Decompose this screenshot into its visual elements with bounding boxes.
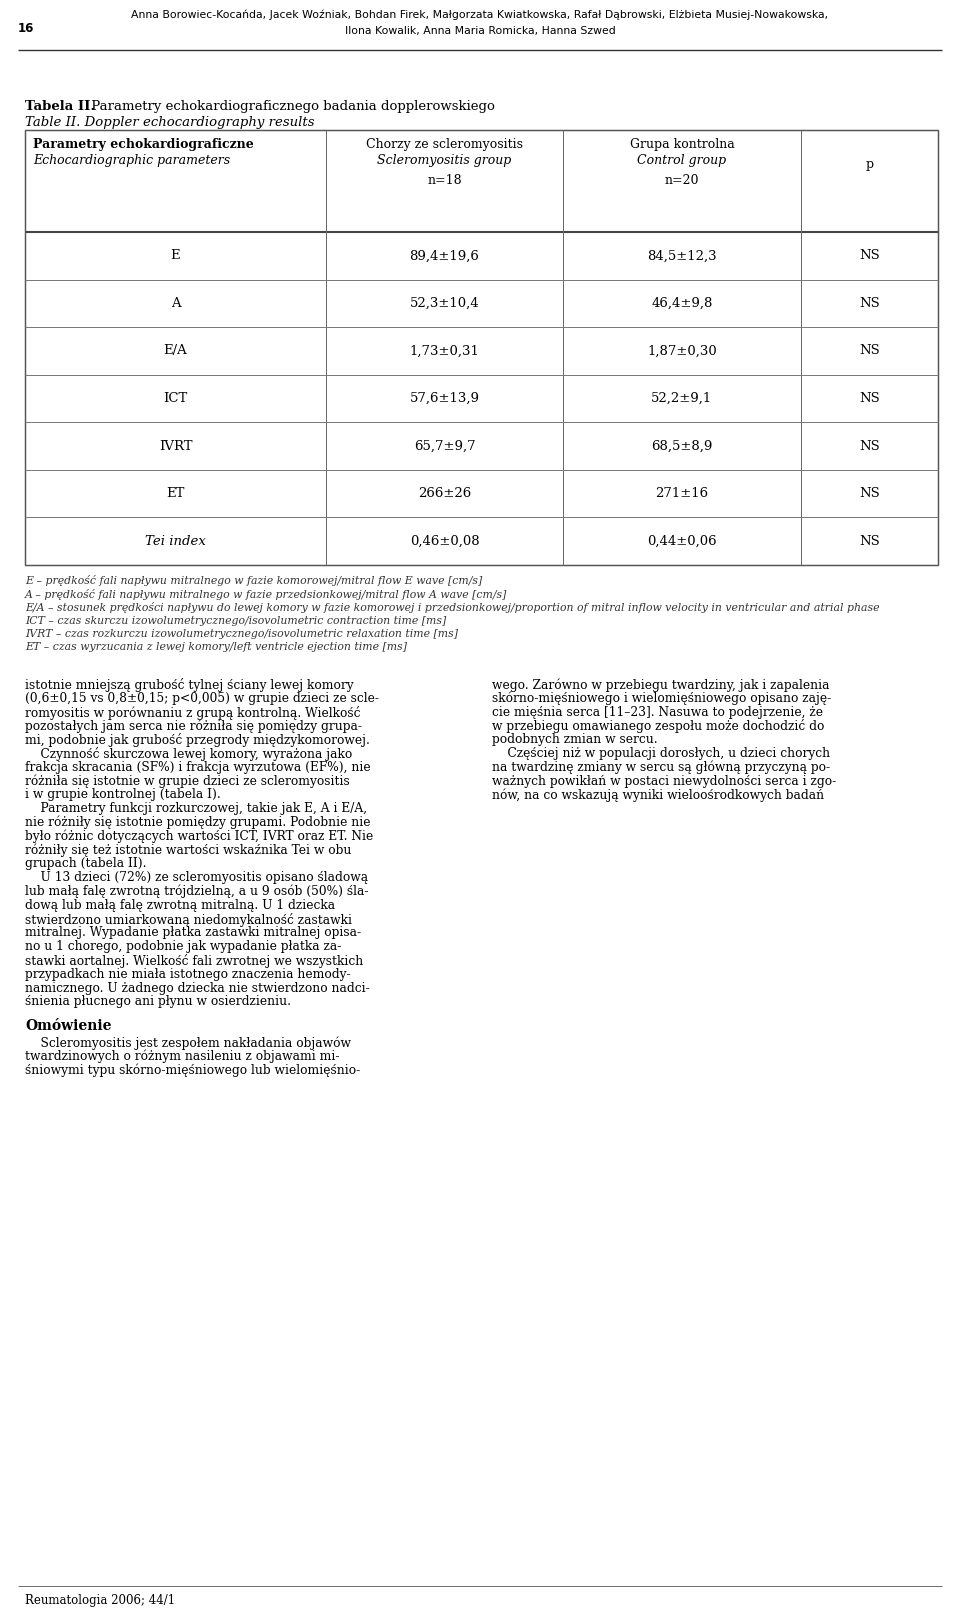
Text: nie różniły się istotnie pomiędzy grupami. Podobnie nie: nie różniły się istotnie pomiędzy grupam… [25, 816, 371, 829]
Text: namicznego. U żadnego dziecka nie stwierdzono nadci-: namicznego. U żadnego dziecka nie stwier… [25, 982, 370, 995]
Text: Tei index: Tei index [145, 536, 206, 548]
Text: Chorzy ze scleromyositis: Chorzy ze scleromyositis [366, 139, 523, 152]
Text: nów, na co wskazują wyniki wieloośrodkowych badań: nów, na co wskazują wyniki wieloośrodkow… [492, 789, 824, 802]
Text: 271±16: 271±16 [656, 487, 708, 500]
Text: Grupa kontrolna: Grupa kontrolna [630, 139, 734, 152]
Text: ET – czas wyrzucania z lewej komory/left ventricle ejection time [ms]: ET – czas wyrzucania z lewej komory/left… [25, 642, 407, 653]
Text: i w grupie kontrolnej (tabela I).: i w grupie kontrolnej (tabela I). [25, 789, 221, 802]
Text: Parametry echokardiograficzne: Parametry echokardiograficzne [33, 139, 253, 152]
Text: frakcja skracania (SF%) i frakcja wyrzutowa (EF%), nie: frakcja skracania (SF%) i frakcja wyrzut… [25, 761, 371, 774]
Text: Czynność skurczowa lewej komory, wyrażona jako: Czynność skurczowa lewej komory, wyrażon… [25, 747, 352, 761]
Text: cie mięśnia serca [11–23]. Nasuwa to podejrzenie, że: cie mięśnia serca [11–23]. Nasuwa to pod… [492, 705, 823, 719]
Text: 84,5±12,3: 84,5±12,3 [647, 250, 717, 263]
Text: Tabela II.: Tabela II. [25, 100, 95, 113]
Text: Ilona Kowalik, Anna Maria Romicka, Hanna Szwed: Ilona Kowalik, Anna Maria Romicka, Hanna… [345, 26, 615, 35]
Text: NS: NS [859, 392, 880, 405]
Text: 266±26: 266±26 [418, 487, 471, 500]
Text: śniowymi typu skórno-mięśniowego lub wielomięśnio-: śniowymi typu skórno-mięśniowego lub wie… [25, 1065, 360, 1077]
Text: E/A: E/A [163, 345, 187, 358]
Text: skórno-mięśniowego i wielomięśniowego opisano zaję-: skórno-mięśniowego i wielomięśniowego op… [492, 692, 831, 705]
Text: w przebiegu omawianego zespołu może dochodzić do: w przebiegu omawianego zespołu może doch… [492, 719, 825, 734]
Text: U 13 dzieci (72%) ze scleromyositis opisano śladową: U 13 dzieci (72%) ze scleromyositis opis… [25, 871, 368, 884]
Text: 68,5±8,9: 68,5±8,9 [651, 440, 712, 453]
Text: 1,87±0,30: 1,87±0,30 [647, 345, 717, 358]
Text: Częściej niż w populacji dorosłych, u dzieci chorych: Częściej niż w populacji dorosłych, u dz… [492, 747, 830, 760]
Text: dową lub małą falę zwrotną mitralną. U 1 dziecka: dową lub małą falę zwrotną mitralną. U 1… [25, 898, 335, 911]
Text: pozostałych jam serca nie różniła się pomiędzy grupa-: pozostałych jam serca nie różniła się po… [25, 719, 362, 732]
Text: NS: NS [859, 250, 880, 263]
Text: E: E [171, 250, 180, 263]
Text: Table II. Doppler echocardiography results: Table II. Doppler echocardiography resul… [25, 116, 315, 129]
Text: 0,44±0,06: 0,44±0,06 [647, 536, 717, 548]
Text: 0,46±0,08: 0,46±0,08 [410, 536, 479, 548]
Text: ICT – czas skurczu izowolumetrycznego/isovolumetric contraction time [ms]: ICT – czas skurczu izowolumetrycznego/is… [25, 616, 446, 626]
Text: Echocardiographic parameters: Echocardiographic parameters [33, 153, 230, 168]
Text: Reumatologia 2006; 44/1: Reumatologia 2006; 44/1 [25, 1594, 175, 1607]
Text: ważnych powikłań w postaci niewydolności serca i zgo-: ważnych powikłań w postaci niewydolności… [492, 774, 836, 787]
Text: (0,6±0,15 vs 0,8±0,15; p<0,005) w grupie dzieci ze scle-: (0,6±0,15 vs 0,8±0,15; p<0,005) w grupie… [25, 692, 379, 705]
Text: ICT: ICT [163, 392, 187, 405]
Text: twardzinowych o różnym nasileniu z objawami mi-: twardzinowych o różnym nasileniu z objaw… [25, 1050, 340, 1063]
Text: E – prędkość fali napływu mitralnego w fazie komorowej/mitral flow E wave [cm/s]: E – prędkość fali napływu mitralnego w f… [25, 574, 482, 586]
Text: stwierdzono umiarkowaną niedomykalność zastawki: stwierdzono umiarkowaną niedomykalność z… [25, 913, 352, 926]
Text: NS: NS [859, 536, 880, 548]
Text: Parametry echokardiograficznego badania dopplerowskiego: Parametry echokardiograficznego badania … [87, 100, 494, 113]
Text: 65,7±9,7: 65,7±9,7 [414, 440, 475, 453]
Text: przypadkach nie miała istotnego znaczenia hemody-: przypadkach nie miała istotnego znaczeni… [25, 968, 350, 981]
Text: no u 1 chorego, podobnie jak wypadanie płatka za-: no u 1 chorego, podobnie jak wypadanie p… [25, 940, 342, 953]
Text: mi, podobnie jak grubość przegrody międzykomorowej.: mi, podobnie jak grubość przegrody międz… [25, 734, 370, 747]
Text: A: A [171, 297, 180, 310]
Text: ET: ET [166, 487, 184, 500]
Text: Scleromyositis group: Scleromyositis group [377, 153, 512, 168]
Text: A – prędkość fali napływu mitralnego w fazie przedsionkowej/mitral flow A wave [: A – prędkość fali napływu mitralnego w f… [25, 589, 508, 600]
Text: Control group: Control group [637, 153, 727, 168]
Text: 52,3±10,4: 52,3±10,4 [410, 297, 479, 310]
Text: NS: NS [859, 487, 880, 500]
Text: było różnic dotyczących wartości ICT, IVRT oraz ET. Nie: było różnic dotyczących wartości ICT, IV… [25, 829, 373, 844]
Text: 16: 16 [18, 23, 35, 35]
Text: podobnych zmian w sercu.: podobnych zmian w sercu. [492, 734, 658, 747]
Text: NS: NS [859, 440, 880, 453]
Text: różniła się istotnie w grupie dzieci ze scleromyositis: różniła się istotnie w grupie dzieci ze … [25, 774, 349, 789]
Text: mitralnej. Wypadanie płatka zastawki mitralnej opisa-: mitralnej. Wypadanie płatka zastawki mit… [25, 926, 361, 939]
Text: n=20: n=20 [664, 174, 699, 187]
Text: wego. Zarówno w przebiegu twardziny, jak i zapalenia: wego. Zarówno w przebiegu twardziny, jak… [492, 677, 829, 692]
Text: IVRT – czas rozkurczu izowolumetrycznego/isovolumetric relaxation time [ms]: IVRT – czas rozkurczu izowolumetrycznego… [25, 629, 458, 639]
Text: 57,6±13,9: 57,6±13,9 [410, 392, 479, 405]
Text: romyositis w porównaniu z grupą kontrolną. Wielkość: romyositis w porównaniu z grupą kontroln… [25, 705, 361, 719]
Text: NS: NS [859, 345, 880, 358]
Text: różniły się też istotnie wartości wskaźnika Tei w obu: różniły się też istotnie wartości wskaźn… [25, 844, 351, 857]
Text: Anna Borowiec-Kocańda, Jacek Woźniak, Bohdan Firek, Małgorzata Kwiatkowska, Rafa: Anna Borowiec-Kocańda, Jacek Woźniak, Bo… [132, 10, 828, 21]
Text: 46,4±9,8: 46,4±9,8 [651, 297, 712, 310]
Text: na twardzinę zmiany w sercu są główną przyczyną po-: na twardzinę zmiany w sercu są główną pr… [492, 761, 830, 774]
Text: Omówienie: Omówienie [25, 1019, 111, 1034]
Text: n=18: n=18 [427, 174, 462, 187]
Text: 1,73±0,31: 1,73±0,31 [410, 345, 479, 358]
Text: grupach (tabela II).: grupach (tabela II). [25, 858, 147, 871]
Text: IVRT: IVRT [158, 440, 192, 453]
Text: p: p [865, 158, 874, 171]
Text: 89,4±19,6: 89,4±19,6 [410, 250, 479, 263]
Text: lub małą falę zwrotną trójdzielną, a u 9 osób (50%) śla-: lub małą falę zwrotną trójdzielną, a u 9… [25, 886, 369, 898]
Text: NS: NS [859, 297, 880, 310]
Text: E/A – stosunek prędkości napływu do lewej komory w fazie komorowej i przedsionko: E/A – stosunek prędkości napływu do lewe… [25, 602, 879, 613]
Text: stawki aortalnej. Wielkość fali zwrotnej we wszystkich: stawki aortalnej. Wielkość fali zwrotnej… [25, 953, 363, 968]
Text: śnienia płucnego ani płynu w osierdzieniu.: śnienia płucnego ani płynu w osierdzieni… [25, 995, 291, 1008]
Text: Parametry funkcji rozkurczowej, takie jak E, A i E/A,: Parametry funkcji rozkurczowej, takie ja… [25, 802, 367, 815]
Text: istotnie mniejszą grubość tylnej ściany lewej komory: istotnie mniejszą grubość tylnej ściany … [25, 677, 353, 692]
Text: 52,2±9,1: 52,2±9,1 [652, 392, 712, 405]
Bar [25, 131, 938, 565]
Text: Scleromyositis jest zespołem nakładania objawów: Scleromyositis jest zespołem nakładania … [25, 1036, 351, 1050]
